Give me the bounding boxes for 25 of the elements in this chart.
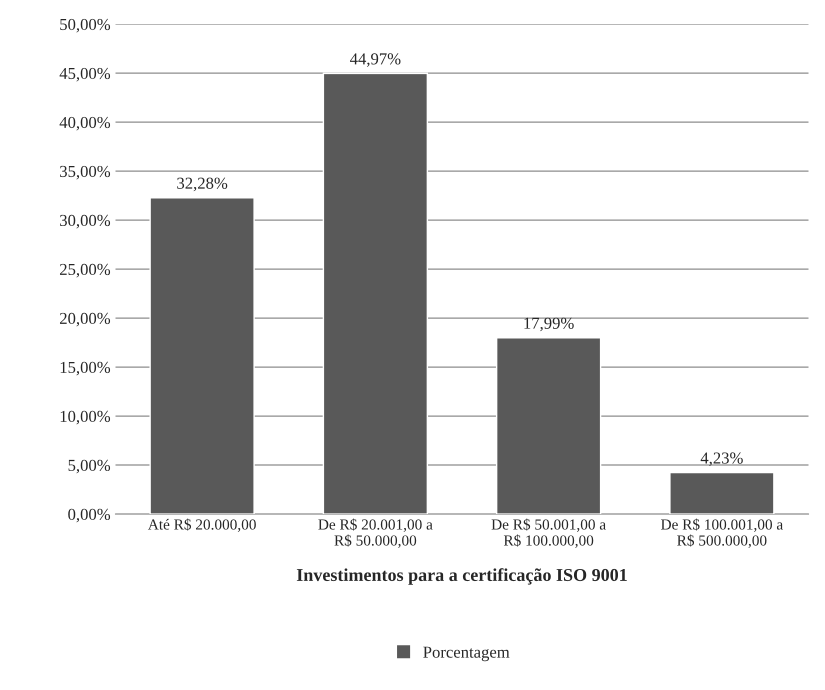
bar <box>496 337 602 514</box>
y-tick-label: 0,00% <box>68 508 110 522</box>
x-tick-label: De R$ 20.001,00 a R$ 50.000,00 <box>318 518 433 548</box>
y-tick-label: 30,00% <box>60 214 110 228</box>
y-tick-label: 5,00% <box>68 460 110 474</box>
data-label: 17,99% <box>524 318 574 332</box>
y-tick-label: 25,00% <box>60 264 110 278</box>
y-tick-label: 15,00% <box>60 362 110 376</box>
y-tick-label: 35,00% <box>60 166 110 180</box>
bar <box>149 197 255 514</box>
y-tick-label: 20,00% <box>60 312 110 326</box>
x-tick-label: De R$ 100.001,00 a R$ 500.000,00 <box>660 518 783 548</box>
data-label: 4,23% <box>700 452 743 466</box>
y-tick-label: 10,00% <box>60 410 110 424</box>
y-tick-label: 45,00% <box>60 68 110 82</box>
x-axis-title: Investimentos para a certificação ISO 9001 <box>296 568 627 585</box>
bar <box>322 72 428 514</box>
x-tick-label: De R$ 50.001,00 a R$ 100.000,00 <box>492 518 606 548</box>
legend-label: Porcentagem <box>423 646 510 662</box>
x-tick-label: Até R$ 20.000,00 <box>148 518 256 532</box>
y-tick-label: 50,00% <box>60 18 110 32</box>
data-label: 32,28% <box>177 178 228 192</box>
y-tick-label: 40,00% <box>60 116 110 130</box>
data-label: 44,97% <box>350 53 400 67</box>
bar <box>669 472 775 514</box>
